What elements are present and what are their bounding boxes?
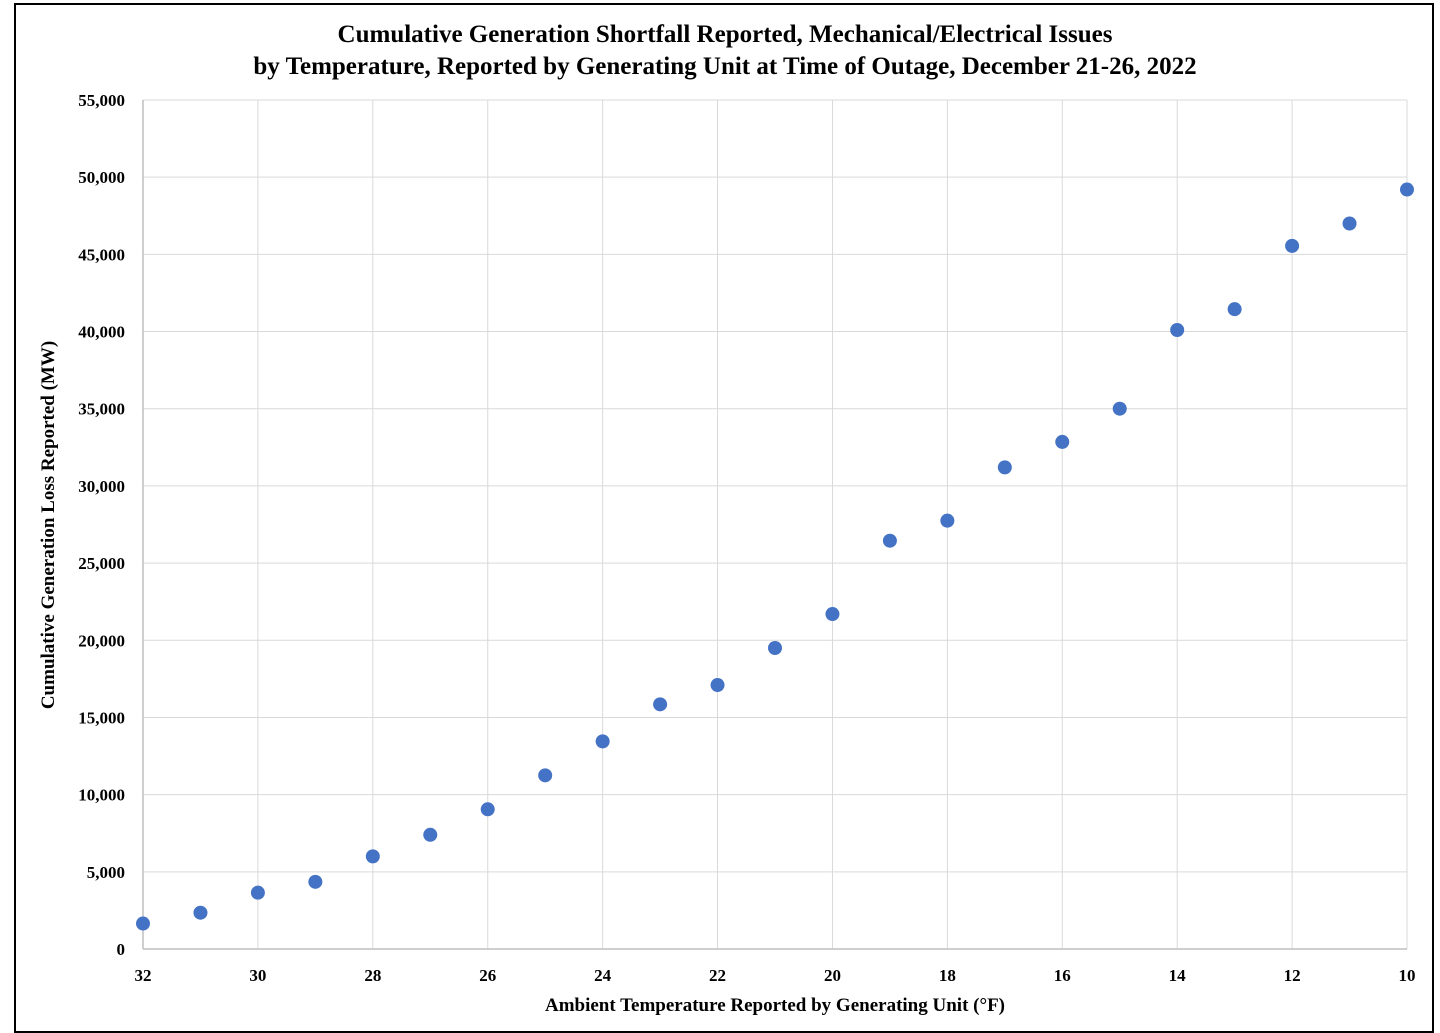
x-tick-label: 30 (249, 966, 266, 985)
x-tick-label: 22 (709, 966, 726, 985)
grid (142, 99, 1408, 949)
tick-labels: 0 5,000 10,000 15,000 20,000 25,000 30,000 35,0… (78, 91, 1415, 985)
data-point (997, 460, 1012, 475)
data-point (1400, 182, 1414, 197)
x-tick-label: 32 (135, 966, 152, 985)
y-tick-label: 35,000 (78, 400, 125, 419)
data-points (136, 182, 1414, 931)
data-point (595, 734, 610, 749)
x-tick-label: 18 (939, 966, 956, 985)
y-tick-label: 55,000 (78, 91, 125, 110)
y-tick-label: 25,000 (78, 554, 125, 573)
data-point (193, 905, 208, 920)
y-tick-label: 5,000 (87, 863, 125, 882)
x-tick-label: 12 (1284, 966, 1301, 985)
x-tick-label: 10 (1399, 966, 1416, 985)
data-point (768, 640, 782, 655)
data-point (136, 916, 150, 931)
data-point (882, 533, 897, 548)
y-tick-label: 10,000 (78, 786, 125, 805)
axes (142, 100, 1407, 950)
chart-subtitle: by Temperature, Reported by Generating U… (253, 53, 1196, 80)
y-axis-title: Cumulative Generation Loss Reported (MW) (38, 341, 59, 709)
y-tick-label: 30,000 (78, 477, 125, 496)
y-tick-label: 50,000 (78, 168, 125, 187)
data-point (825, 607, 840, 622)
y-tick-label: 45,000 (78, 245, 125, 264)
data-point (365, 849, 380, 864)
x-tick-label: 14 (1169, 966, 1187, 985)
data-point (1227, 302, 1242, 317)
data-point (308, 874, 323, 889)
x-tick-label: 16 (1054, 966, 1071, 985)
data-point (1170, 323, 1185, 338)
x-axis-title: Ambient Temperature Reported by Generati… (545, 995, 1005, 1016)
data-point (538, 768, 553, 783)
data-point (940, 513, 955, 528)
data-point (1342, 216, 1357, 231)
data-point (1112, 401, 1127, 416)
data-point (710, 678, 725, 693)
x-tick-label: 26 (479, 966, 496, 985)
y-tick-label: 20,000 (78, 631, 125, 650)
y-tick-label: 15,000 (78, 708, 125, 727)
x-tick-label: 20 (824, 966, 841, 985)
data-point (423, 827, 438, 842)
data-point (653, 697, 668, 712)
y-tick-label: 40,000 (78, 323, 125, 342)
data-point (1285, 238, 1300, 253)
data-point (480, 802, 495, 817)
chart-title: Cumulative Generation Shortfall Reported… (338, 21, 1113, 48)
x-tick-label: 28 (364, 966, 381, 985)
data-point (1055, 434, 1070, 449)
y-tick-label: 0 (117, 940, 126, 959)
x-tick-label: 24 (594, 966, 612, 985)
data-point (250, 885, 265, 900)
